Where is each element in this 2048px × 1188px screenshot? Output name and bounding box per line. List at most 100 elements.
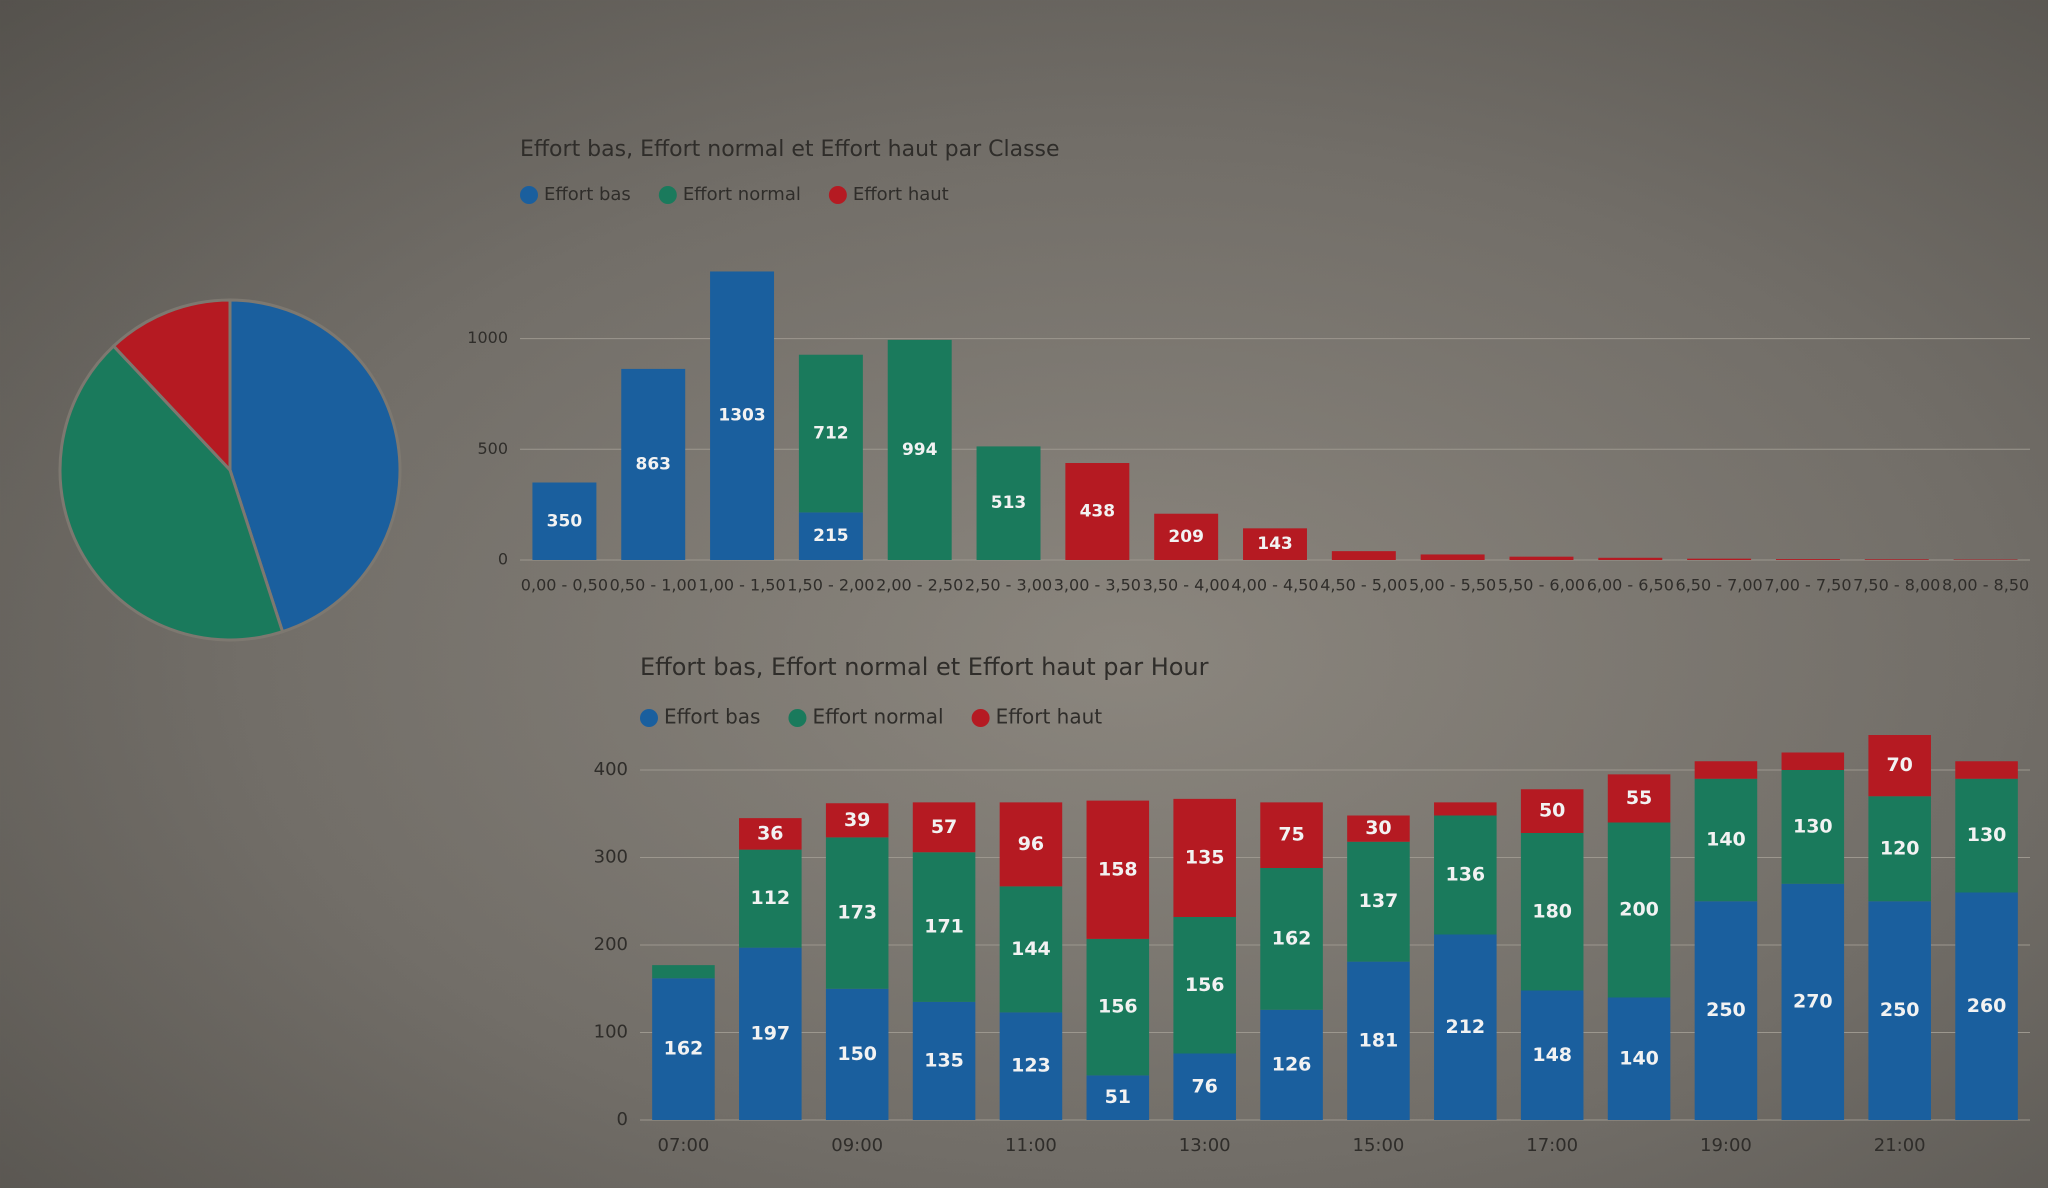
bar-segment [798,354,863,513]
bar-segment [1260,868,1323,1010]
x-tick-label: 21:00 [1874,1135,1926,1156]
x-tick-label: 3,00 - 3,50 [1054,576,1141,595]
bar-segment [798,512,863,560]
bar-segment [1868,735,1931,797]
bar-segment [1086,1075,1150,1120]
data-label: 712 [813,424,849,444]
chart-title: Effort bas, Effort normal et Effort haut… [640,653,1209,681]
bar-segment [912,802,976,853]
x-tick-label: 1,50 - 2,00 [787,576,874,595]
bar-segment [739,947,802,1120]
bar-segment [1331,551,1396,560]
bar-segment [1243,528,1307,560]
data-label: 1303 [718,406,765,426]
bar-segment [1086,938,1150,1076]
bar-segment [912,852,976,1002]
bar-segment [999,802,1063,887]
data-label: 197 [750,1022,790,1044]
x-tick-label: 07:00 [658,1135,710,1156]
bar-segment [1781,770,1845,884]
data-label: 126 [1272,1053,1312,1075]
data-label: 212 [1445,1016,1485,1038]
legend-label: Effort bas [544,184,631,205]
y-tick-label: 1000 [467,328,508,347]
bar-segment [1607,822,1671,998]
pie-slice [111,298,232,474]
data-label: 215 [813,526,849,546]
bar-segment [1260,802,1323,868]
bar-segment [710,271,775,560]
bar-segment [1868,796,1931,902]
data-label: 130 [1793,815,1833,837]
data-label: 250 [1880,999,1920,1021]
bar-segment [1864,559,1929,560]
y-tick-label: 0 [498,550,508,569]
bar-segment [1434,802,1497,816]
data-label: 148 [1532,1044,1572,1066]
data-label: 140 [1619,1047,1659,1069]
x-tick-label: 1,00 - 1,50 [698,576,785,595]
data-label: 50 [1539,800,1565,822]
bar-segment [1955,892,2018,1120]
data-label: 140 [1706,829,1746,851]
data-label: 180 [1532,900,1572,922]
data-label: 96 [1018,833,1044,855]
x-tick-label: 4,50 - 5,00 [1320,576,1407,595]
data-label: 144 [1011,938,1051,960]
data-label: 137 [1359,890,1399,912]
bar-segment [1173,917,1236,1054]
bar-segment [1520,789,1584,833]
data-label: 51 [1105,1086,1131,1108]
data-label: 250 [1706,999,1746,1021]
bar-segment [739,818,802,850]
bar-segment [1781,752,1845,770]
bar-segment [1260,1009,1323,1120]
data-label: 75 [1278,824,1304,846]
y-tick-label: 100 [594,1022,628,1043]
x-tick-label: 13:00 [1179,1135,1231,1156]
x-tick-label: 7,00 - 7,50 [1764,576,1851,595]
legend-marker [828,186,847,204]
bar-segment [652,978,715,1120]
bar-segment [825,837,889,989]
bar-segment [1775,559,1840,560]
y-tick-label: 500 [477,439,508,458]
legend-marker [788,709,807,727]
data-label: 30 [1365,817,1391,839]
bar-segment [1955,778,2018,893]
legend-marker [971,709,990,727]
bar-segment [1347,961,1410,1120]
legend-label: Effort normal [683,184,801,205]
bar-segment [1509,556,1574,560]
data-label: 156 [1098,996,1138,1018]
legend-label: Effort haut [996,705,1103,729]
data-label: 171 [924,916,964,938]
bar-segment [999,886,1063,1013]
bar-segment [532,482,597,560]
x-tick-label: 6,50 - 7,00 [1676,576,1763,595]
x-tick-label: 17:00 [1526,1135,1578,1156]
x-tick-label: 15:00 [1353,1135,1405,1156]
data-label: 143 [1257,534,1293,554]
bar-segment [1955,761,2018,779]
data-label: 350 [547,511,583,531]
data-label: 162 [664,1038,704,1060]
bar-segment [1781,883,1845,1120]
bar-segment [1520,833,1584,991]
y-tick-label: 0 [617,1109,628,1130]
bar-segment [1694,901,1758,1120]
x-tick-label: 19:00 [1700,1135,1752,1156]
data-label: 158 [1098,858,1138,880]
data-label: 994 [902,440,938,460]
data-label: 156 [1185,974,1225,996]
data-label: 123 [1011,1055,1051,1077]
bar-segment [1173,798,1236,917]
bar-segment [1434,815,1497,935]
data-label: 112 [750,887,790,909]
data-label: 57 [931,816,957,838]
chart-title: Effort bas, Effort normal et Effort haut… [520,137,1060,162]
x-tick-label: 2,50 - 3,00 [965,576,1052,595]
bar-segment [1598,557,1663,560]
